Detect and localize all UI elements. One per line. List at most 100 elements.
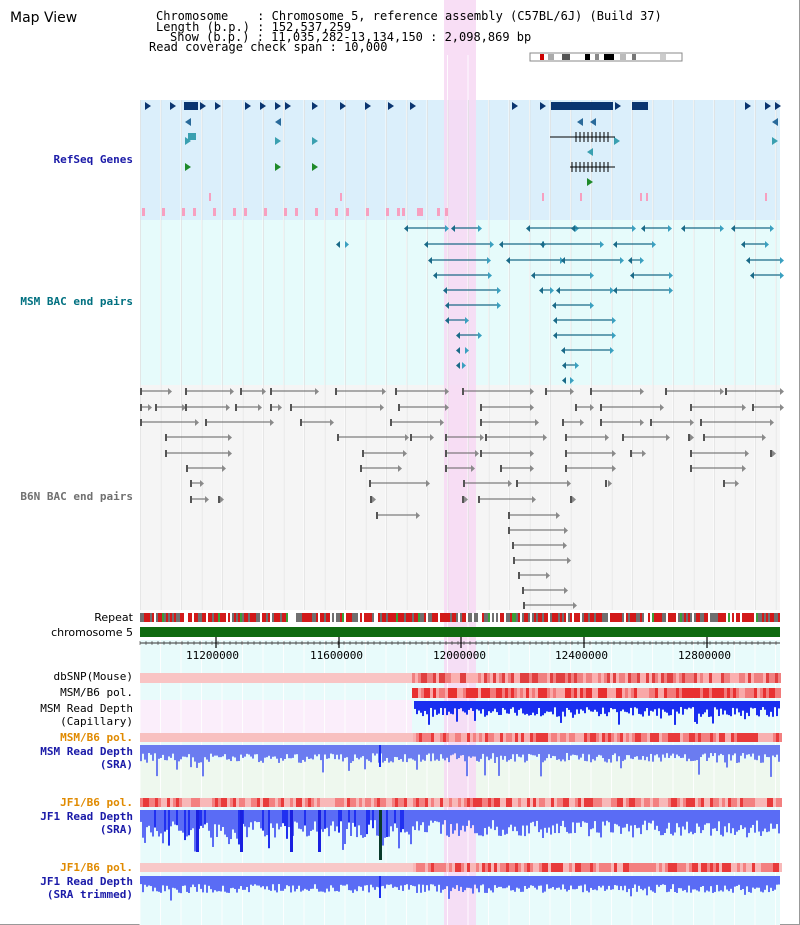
repeat-mark <box>250 613 252 622</box>
read-depth-bar <box>306 876 308 890</box>
track-label-msm-bac[interactable]: MSM BAC end pairs <box>20 295 133 308</box>
polymorphism-mark <box>554 798 557 807</box>
read-depth-bar <box>258 745 260 763</box>
read-depth-bar <box>506 745 508 762</box>
read-depth-bar <box>412 876 414 886</box>
read-depth-bar <box>168 876 170 890</box>
read-depth-bar <box>304 745 306 762</box>
polymorphism-mark <box>188 798 191 807</box>
read-depth-bar <box>756 701 758 716</box>
bac-end-mark <box>290 404 292 411</box>
polymorphism-mark <box>466 688 469 698</box>
read-depth-bar <box>764 876 766 890</box>
track-label-jf1-depth-sra[interactable]: JF1 Read Depth <box>40 810 133 823</box>
read-depth-bar <box>634 701 636 708</box>
track-label-dbsnp[interactable]: dbSNP(Mouse) <box>53 670 133 683</box>
polymorphism-mark <box>446 733 449 742</box>
polymorphism-mark <box>542 733 545 742</box>
read-depth-bar <box>350 876 352 891</box>
polymorphism-mark <box>665 863 668 872</box>
track-label-jf1-b6-pol[interactable]: JF1/B6 pol. <box>60 796 133 809</box>
read-depth-bar <box>630 701 632 708</box>
read-depth-bar <box>516 701 518 716</box>
repeat-mark <box>574 613 576 622</box>
repeat-mark <box>182 613 184 622</box>
track-label-jf1-b6-pol-2[interactable]: JF1/B6 pol. <box>60 861 133 874</box>
read-depth-bar <box>158 810 160 837</box>
refseq-mark <box>346 208 349 216</box>
track-label-msm-b6-pol-2[interactable]: MSM/B6 pol. <box>60 731 133 744</box>
polymorphism-mark <box>443 863 446 872</box>
read-depth-bar <box>610 745 612 763</box>
read-depth-bar <box>700 810 702 834</box>
repeat-mark <box>588 613 590 622</box>
read-depth-bar <box>226 745 228 760</box>
polymorphism-mark <box>419 733 422 742</box>
polymorphism-mark <box>719 733 722 742</box>
gene-feature <box>590 118 596 126</box>
track-label-msm-depth-capillary[interactable]: MSM Read Depth <box>40 702 133 715</box>
polymorphism-mark <box>695 733 698 742</box>
track-label-msm-b6-pol[interactable]: MSM/B6 pol. <box>60 686 133 699</box>
read-depth-bar <box>734 745 736 754</box>
track-label-chromosome[interactable]: chromosome 5 <box>51 626 133 639</box>
gene-feature <box>540 102 546 110</box>
polymorphism-mark <box>713 798 716 807</box>
read-depth-bar <box>576 810 578 823</box>
read-depth-bar <box>290 745 292 759</box>
polymorphism-mark <box>296 863 299 872</box>
read-depth-bar <box>480 810 482 836</box>
read-depth-bar <box>772 745 774 756</box>
read-depth-bar <box>460 876 462 887</box>
polymorphism-mark <box>167 798 170 807</box>
polymorphism-mark <box>302 733 305 742</box>
read-depth-bar <box>158 876 160 892</box>
repeat-mark <box>188 613 190 622</box>
refseq-mark <box>335 208 338 216</box>
repeat-mark <box>704 613 706 622</box>
repeat-mark <box>380 613 382 622</box>
bac-end-mark <box>478 225 482 232</box>
bac-end-mark <box>546 572 550 579</box>
polymorphism-mark <box>320 863 323 872</box>
repeat-mark <box>260 613 262 622</box>
read-depth-bar <box>676 745 678 755</box>
bac-end-mark <box>720 388 724 395</box>
read-depth-bar <box>434 876 436 887</box>
track-label-jf1-depth-trim[interactable]: JF1 Read Depth <box>40 875 133 888</box>
polymorphism-mark <box>260 733 263 742</box>
track-label-msm-depth-sra[interactable]: MSM Read Depth <box>40 745 133 758</box>
read-depth-bar <box>216 876 218 892</box>
track-label-repeat[interactable]: Repeat <box>94 611 133 624</box>
bac-end-mark <box>522 587 524 594</box>
read-depth-bar <box>604 810 606 826</box>
polymorphism-mark <box>418 688 421 698</box>
polymorphism-mark <box>143 733 146 742</box>
repeat-mark <box>296 613 298 622</box>
polymorphism-mark <box>413 798 416 807</box>
read-depth-bar <box>606 876 608 890</box>
polymorphism-mark <box>547 688 550 698</box>
track-label-refseq[interactable]: RefSeq Genes <box>53 153 133 166</box>
read-depth-bar <box>284 745 286 759</box>
dbsnp-mark <box>526 673 529 683</box>
dbsnp-mark <box>691 673 694 683</box>
track-label-b6n-bac[interactable]: B6N BAC end pairs <box>20 490 133 503</box>
read-depth-bar <box>326 745 328 759</box>
gene-feature <box>188 133 196 140</box>
gene-feature <box>551 102 613 110</box>
polymorphism-mark <box>677 798 680 807</box>
read-depth-bar <box>756 745 758 761</box>
repeat-mark <box>376 613 378 622</box>
read-depth-bar <box>368 876 370 893</box>
polymorphism-mark <box>764 863 767 872</box>
read-depth-bar <box>188 810 190 836</box>
read-depth-bar <box>314 876 316 885</box>
read-depth-bar <box>228 810 230 845</box>
bac-end-mark <box>140 419 142 426</box>
repeat-mark <box>396 613 398 622</box>
read-depth-bar <box>668 810 670 823</box>
repeat-mark <box>370 613 372 622</box>
repeat-mark <box>192 613 194 622</box>
